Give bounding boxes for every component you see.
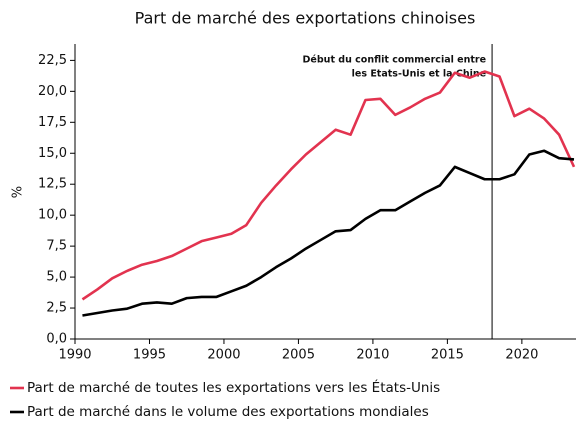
y-tick-label: 22,5 bbox=[38, 53, 67, 68]
annotation-text: Début du conflit commercial entre bbox=[303, 55, 487, 66]
x-tick-label: 2020 bbox=[505, 348, 538, 363]
legend-label: Part de marché dans le volume des export… bbox=[27, 404, 429, 420]
y-tick-label: 12,5 bbox=[38, 177, 67, 192]
chart-title: Part de marché des exportations chinoise… bbox=[135, 9, 476, 28]
x-tick-label: 2005 bbox=[282, 348, 315, 363]
series-line bbox=[82, 149, 575, 317]
x-tick-label: 2000 bbox=[207, 348, 240, 363]
y-tick-label: 20,0 bbox=[38, 84, 67, 99]
annotation-text: les Etats-Unis et la Chine bbox=[352, 69, 486, 80]
y-tick-label: 0,0 bbox=[46, 332, 67, 347]
series-line bbox=[81, 70, 576, 301]
x-tick-label: 2015 bbox=[431, 348, 464, 363]
y-axis-label: % bbox=[11, 186, 26, 198]
x-tick-label: 2010 bbox=[356, 348, 389, 363]
x-tick-label: 1995 bbox=[133, 348, 166, 363]
y-tick-label: 17,5 bbox=[38, 115, 67, 130]
x-tick-label: 1990 bbox=[58, 348, 91, 363]
y-tick-label: 2,5 bbox=[46, 301, 67, 316]
y-tick-label: 7,5 bbox=[46, 239, 67, 254]
y-tick-label: 5,0 bbox=[46, 270, 67, 285]
y-tick-label: 10,0 bbox=[38, 208, 67, 223]
y-tick-label: 15,0 bbox=[38, 146, 67, 161]
legend-label: Part de marché de toutes les exportation… bbox=[27, 379, 440, 396]
